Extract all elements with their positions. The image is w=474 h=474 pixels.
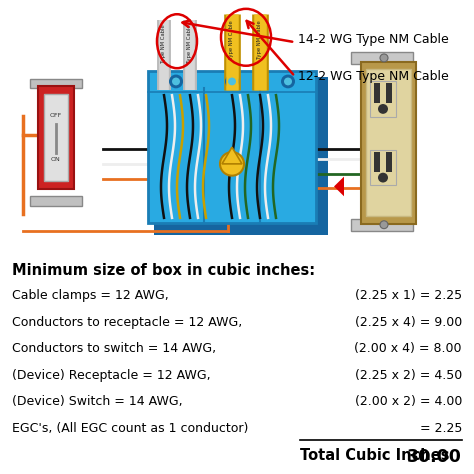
Text: Total Cubic Inches: Total Cubic Inches [300, 447, 449, 463]
Bar [30, 79, 82, 88]
Bar [351, 219, 413, 231]
Circle shape [228, 78, 236, 85]
Text: OFF: OFF [50, 113, 62, 118]
Bar [374, 83, 380, 103]
Bar [370, 150, 396, 185]
Circle shape [172, 78, 180, 85]
Bar [38, 86, 74, 190]
Text: (2.25 x 2) = 4.50: (2.25 x 2) = 4.50 [355, 369, 462, 382]
Text: 14-2 WG Type NM Cable: 14-2 WG Type NM Cable [298, 33, 449, 46]
Circle shape [380, 54, 388, 62]
Polygon shape [334, 177, 344, 196]
Text: Conductors to receptacle = 12 AWG,: Conductors to receptacle = 12 AWG, [12, 316, 242, 328]
Bar [366, 69, 411, 216]
FancyBboxPatch shape [316, 76, 328, 228]
Circle shape [225, 74, 239, 88]
Text: (2.00 x 2) = 4.00: (2.00 x 2) = 4.00 [355, 395, 462, 408]
Circle shape [169, 74, 183, 88]
Text: (Device) Receptacle = 12 AWG,: (Device) Receptacle = 12 AWG, [12, 369, 210, 382]
Text: Type NM Cable: Type NM Cable [257, 20, 262, 59]
Text: = 2.25: = 2.25 [419, 421, 462, 435]
Text: Cable clamps = 12 AWG,: Cable clamps = 12 AWG, [12, 289, 169, 302]
Bar [30, 196, 82, 206]
Circle shape [284, 78, 292, 85]
Text: 12-2 WG Type NM Cable: 12-2 WG Type NM Cable [298, 70, 449, 83]
Bar [386, 152, 392, 172]
Circle shape [220, 152, 244, 176]
Bar [374, 152, 380, 172]
Circle shape [378, 104, 388, 114]
Text: 30.00: 30.00 [407, 447, 462, 465]
Text: (Device) Switch = 14 AWG,: (Device) Switch = 14 AWG, [12, 395, 182, 408]
Circle shape [281, 74, 295, 88]
Text: Type NM Cable: Type NM Cable [229, 20, 234, 59]
Circle shape [380, 221, 388, 228]
Bar [148, 71, 316, 223]
Text: EGC's, (All EGC count as 1 conductor): EGC's, (All EGC count as 1 conductor) [12, 421, 248, 435]
Bar [351, 52, 413, 64]
Text: Type NM Cable: Type NM Cable [187, 24, 192, 63]
Bar [370, 82, 396, 117]
Bar [44, 94, 68, 181]
Circle shape [378, 173, 388, 182]
Text: Conductors to switch = 14 AWG,: Conductors to switch = 14 AWG, [12, 342, 216, 355]
Text: (2.00 x 4) = 8.00: (2.00 x 4) = 8.00 [355, 342, 462, 355]
FancyBboxPatch shape [154, 223, 328, 235]
Bar [361, 62, 416, 224]
Text: Minimum size of box in cubic inches:: Minimum size of box in cubic inches: [12, 263, 315, 278]
Text: ON: ON [51, 157, 61, 163]
Polygon shape [222, 147, 242, 164]
Bar [386, 83, 392, 103]
Text: Type NM Cable: Type NM Cable [161, 24, 166, 63]
Text: (2.25 x 4) = 9.00: (2.25 x 4) = 9.00 [355, 316, 462, 328]
Text: (2.25 x 1) = 2.25: (2.25 x 1) = 2.25 [355, 289, 462, 302]
